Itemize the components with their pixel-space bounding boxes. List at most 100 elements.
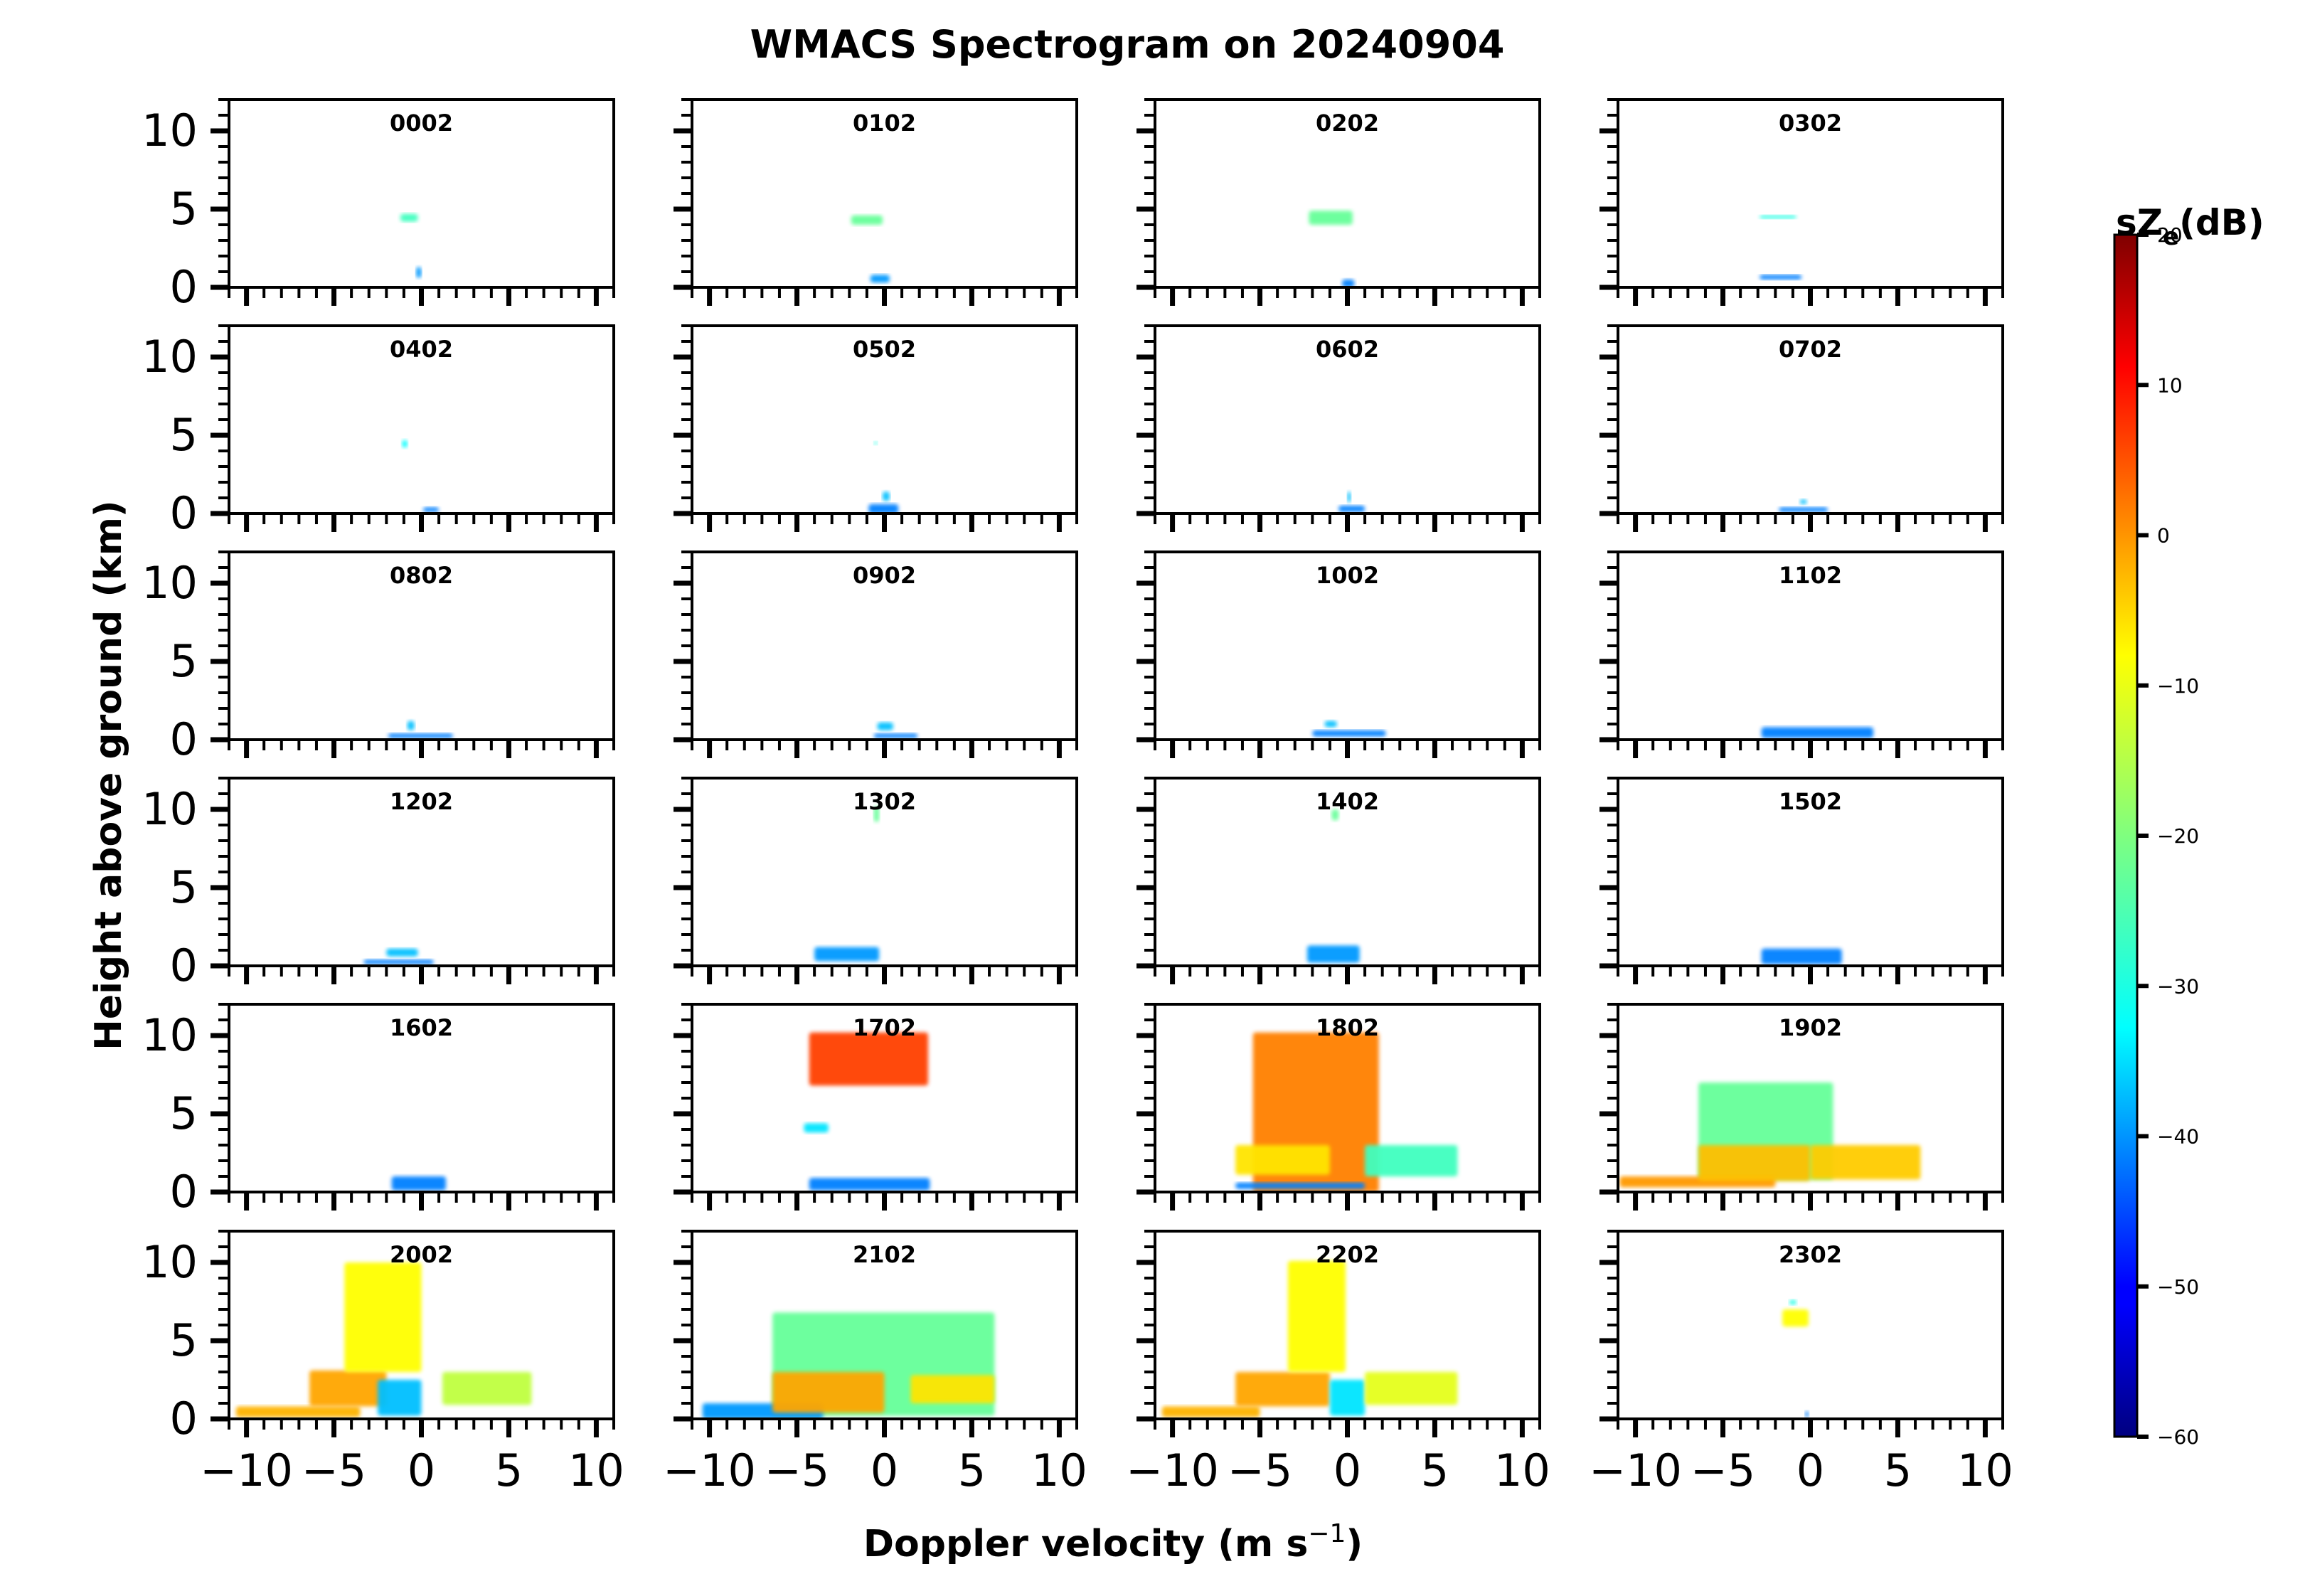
x-tick-label: 0 [1334,1445,1361,1496]
spectral-echo [1810,1145,1921,1180]
spectral-echo [868,504,899,514]
panel-data [851,215,890,283]
panel-time-label: 1702 [853,1014,916,1041]
panel-1602: 1602 0 5 10 [142,1003,615,1218]
panel-time-label: 0902 [853,562,916,589]
spectral-echo [1760,275,1802,280]
panel-1002: 1002 [1136,550,1541,758]
panel-1802: 1802 [1136,1003,1541,1211]
panel-time-label: 0602 [1316,336,1379,363]
panel-data [388,720,453,738]
panel-data [400,213,422,278]
panel-time-label: 0302 [1779,110,1842,137]
colorbar-tick-label: −10 [2157,674,2199,698]
panel-1402: 1402 [1136,777,1541,984]
x-tick-label: −5 [765,1445,829,1496]
y-tick-label: 10 [142,557,198,609]
y-tick-label: 0 [170,940,198,991]
y-tick-label: 10 [142,1009,198,1061]
panel-data [1782,1299,1809,1417]
colorbar-tick-label: 20 [2157,223,2183,247]
panel-time-label: 1402 [1316,788,1379,815]
spectral-echo [442,1372,532,1405]
spectral-echo [1761,948,1842,964]
panel-0802: 0802 0 5 10 [142,550,615,765]
spectral-echo [809,1032,928,1086]
panel-time-label: 1802 [1316,1014,1379,1041]
panel-0402: 0402 0 5 10 [142,324,615,539]
colorbar-tick-label: −20 [2157,824,2199,848]
panel-0102: 0102 [674,98,1078,306]
panel-time-label: 1902 [1779,1014,1842,1041]
spectral-echo [1782,1309,1809,1327]
panel-time-label: 0002 [390,110,453,137]
panel-2302: 2302 −10 −5 0 5 10 [1589,1230,2013,1496]
panel-data [1161,1260,1458,1417]
spectral-echo [1309,211,1353,225]
spectral-echo [1338,506,1366,512]
y-axis-label: Height above ground (km) [87,500,130,1050]
y-tick-label: 10 [142,783,198,835]
spectral-echo [400,213,418,222]
y-tick-label: 0 [170,713,198,765]
colorbar-label-main: sZ [2116,202,2163,243]
spectral-echo [363,959,434,964]
y-tick-label: 10 [142,1236,198,1288]
spectral-echo [388,733,453,738]
spectral-echo [1306,945,1360,963]
spectral-echo [1342,280,1355,287]
panel-0302: 0302 [1599,98,2004,306]
spectral-echo [1331,809,1339,821]
panel-data [391,1176,446,1191]
x-axis-label-suffix: ) [1346,1523,1363,1565]
colorbar-tick-label: −40 [2157,1125,2199,1149]
colorbar-ticks: 20 10 0 −10 −20 −30 −40 −50 −60 [2137,223,2199,1449]
x-tick-label: 5 [1421,1445,1449,1496]
spectral-echo [814,947,880,962]
spectral-echo [1698,1145,1811,1181]
panel-1502: 1502 [1599,777,2004,984]
spectral-echo [883,491,890,501]
panel-time-label: 1202 [390,788,453,815]
y-tick-label: 5 [170,1314,198,1366]
panel-2102: 2102 −10 −5 0 5 10 [663,1230,1087,1496]
spectral-echo [1235,1145,1330,1175]
x-tick-label: −10 [1589,1445,1682,1496]
spectral-echo [851,215,883,225]
x-tick-label: −5 [1228,1445,1292,1496]
panel-data [1761,948,1842,964]
spectral-echo [1235,1182,1366,1189]
spectral-echo [1779,507,1828,512]
spectral-echo [416,267,422,278]
panel-2002: 2002 0 5 10 −10 −5 0 5 10 [142,1230,624,1496]
panel-data [1309,211,1355,287]
spectral-echo [1161,1406,1260,1417]
x-tick-label: 5 [958,1445,986,1496]
panel-0002: 0002 0 5 10 [142,98,615,313]
panel-data [1760,215,1802,280]
x-tick-label: −5 [302,1445,366,1496]
x-tick-label: 5 [495,1445,523,1496]
panel-data [868,441,899,514]
spectral-echo [1789,1299,1796,1305]
panel-data [1306,809,1360,963]
spectral-echo [1287,1260,1346,1372]
x-tick-label: 0 [408,1445,435,1496]
spectral-echo [804,1123,829,1133]
panel-data [1761,727,1874,738]
x-tick-label: 0 [1796,1445,1824,1496]
panel-time-label: 1102 [1779,562,1842,589]
panel-time-label: 0402 [390,336,453,363]
panel-0602: 0602 [1136,324,1541,532]
panel-time-label: 2102 [853,1241,916,1268]
colorbar-tick-label: 10 [2157,373,2183,397]
panel-1302: 1302 [674,777,1078,984]
spectral-echo [407,720,415,730]
y-tick-label: 0 [170,1166,198,1218]
panel-data [235,1262,532,1417]
spectral-echo [1799,499,1807,504]
panel-data [702,1312,995,1419]
panel-data [873,722,918,738]
colorbar-tick-label: −30 [2157,974,2199,998]
x-tick-label: 5 [1884,1445,1912,1496]
